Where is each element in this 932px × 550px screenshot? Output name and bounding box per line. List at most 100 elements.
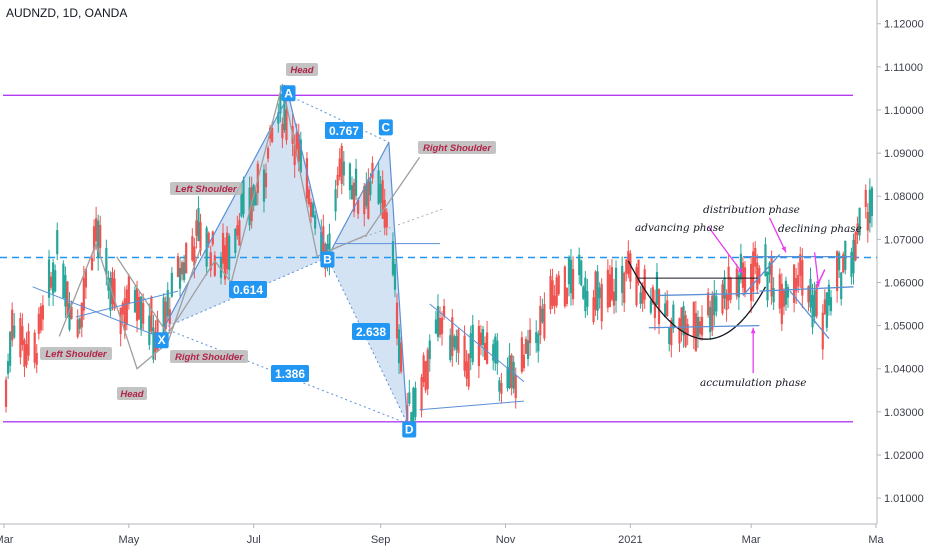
pattern-leg-ab[interactable] — [287, 95, 329, 258]
candle — [379, 175, 382, 216]
channel-line[interactable] — [419, 400, 524, 411]
candle-body — [84, 269, 87, 288]
candle — [657, 288, 661, 335]
phase-label: declining phase — [778, 223, 862, 235]
candle — [508, 343, 511, 390]
candle-body — [127, 275, 130, 304]
hs-tag-bg — [117, 387, 147, 400]
candle — [844, 240, 847, 275]
candle-body — [682, 306, 685, 336]
candle — [850, 247, 853, 285]
candle — [614, 260, 618, 313]
candle — [97, 214, 100, 271]
candle — [784, 276, 788, 311]
candle — [537, 330, 540, 363]
candle-body — [522, 354, 526, 369]
distribution-arrow[interactable] — [768, 217, 787, 253]
candle-body — [637, 259, 640, 284]
drawings[interactable] — [32, 83, 854, 424]
candle — [809, 267, 812, 313]
candle-body — [311, 203, 315, 218]
candle — [148, 303, 151, 350]
candle-body — [514, 375, 517, 399]
candle-body — [436, 306, 440, 337]
price-tick-label: 1.09000 — [884, 148, 924, 160]
range-line[interactable] — [789, 290, 830, 339]
candle — [786, 284, 790, 308]
candle — [756, 254, 759, 295]
candle — [436, 294, 440, 342]
candle — [680, 307, 683, 342]
candle-body — [813, 290, 816, 317]
candle-body — [666, 300, 669, 317]
range-line[interactable] — [759, 286, 854, 292]
hs-tag-bg — [40, 347, 112, 360]
price-axis[interactable]: 1.12000 1.11000 1.10000 1.09000 1.08000 1.070… — [877, 19, 924, 505]
hs-tracing-large[interactable] — [116, 83, 421, 336]
candle-body — [508, 355, 511, 389]
fib-ratio-tag-text: 0.767 — [329, 124, 359, 138]
candle — [393, 258, 397, 298]
candle-body — [727, 266, 730, 301]
rounding-bottom-curve[interactable] — [627, 260, 767, 340]
candle — [825, 291, 828, 332]
candle — [195, 209, 198, 249]
candle-body — [612, 291, 616, 306]
candle — [228, 233, 231, 280]
pattern-leg-xa[interactable] — [163, 95, 290, 329]
candle — [522, 344, 526, 372]
candle — [54, 264, 57, 293]
candle — [350, 176, 354, 200]
candle-body — [305, 158, 309, 199]
candle-body — [606, 269, 609, 308]
range-line[interactable] — [648, 324, 760, 329]
range-line[interactable] — [742, 254, 781, 296]
price-tick-label: 1.06000 — [884, 277, 924, 289]
hs-tracing-small[interactable] — [58, 241, 202, 370]
channel-line[interactable] — [32, 286, 164, 340]
candle-body — [90, 257, 94, 271]
candle — [606, 259, 609, 313]
pattern-leg-bc[interactable] — [326, 142, 390, 258]
candle — [13, 313, 16, 340]
candle — [47, 249, 51, 307]
candle — [551, 268, 554, 309]
candle — [793, 264, 796, 313]
candle-body — [207, 232, 210, 244]
candle — [80, 302, 83, 338]
candle — [62, 260, 65, 299]
channel-line[interactable] — [429, 303, 525, 383]
candle — [11, 302, 14, 347]
candle-body — [21, 326, 24, 345]
range-line[interactable] — [659, 292, 760, 297]
pattern-ratio-bd[interactable] — [326, 257, 408, 424]
candle — [99, 215, 102, 258]
candle — [314, 211, 317, 236]
pattern-ratio-ac[interactable] — [288, 94, 390, 143]
declining-tick[interactable] — [815, 269, 826, 288]
candle — [666, 290, 669, 317]
candle-body — [750, 263, 753, 301]
candle — [137, 291, 141, 320]
candle-body — [793, 264, 796, 303]
candle — [135, 280, 139, 333]
candle-body — [219, 257, 223, 278]
channel-line[interactable] — [327, 208, 443, 251]
candle-body — [54, 270, 57, 292]
candle-body — [850, 252, 853, 277]
candle — [400, 336, 403, 374]
candle-body — [135, 288, 139, 321]
candle-body — [621, 265, 624, 294]
candle-body — [551, 280, 554, 306]
declining-arrow[interactable] — [813, 252, 820, 287]
candle-body — [400, 342, 403, 372]
candle — [185, 241, 188, 274]
pattern-leg-cd[interactable] — [388, 142, 408, 424]
advancing-arrow[interactable] — [707, 226, 744, 275]
time-tick-label: Mar — [742, 534, 761, 546]
candle — [35, 344, 38, 374]
time-axis[interactable]: Mar May Jul Sep Nov 2021 Mar Ma — [0, 524, 885, 546]
fib-ratio-tag: 2.638 — [352, 323, 390, 340]
channel-line[interactable] — [75, 290, 179, 318]
